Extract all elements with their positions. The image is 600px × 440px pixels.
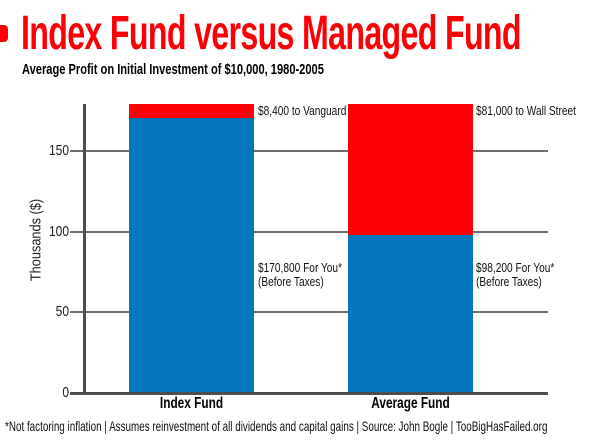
x-category-label-average-fund: Average Fund <box>371 395 450 412</box>
bar-average-fund <box>348 104 473 393</box>
bar-index-fund-fee-segment <box>129 104 254 118</box>
y-tick-label: 100 <box>48 222 69 240</box>
bar-index-fund <box>129 104 254 393</box>
annotation-index-profit-line1: $170,800 For You* <box>258 260 343 275</box>
x-category-label-index-fund: Index Fund <box>159 395 224 412</box>
y-gridline <box>70 230 548 233</box>
chart-subtitle: Average Profit on Initial Investment of … <box>22 61 324 78</box>
annotation-managed-profit-line2: (Before Taxes) <box>476 274 542 289</box>
chart-title: Index Fund versus Managed Fund <box>21 7 522 60</box>
footnote: *Not factoring inflation | Assumes reinv… <box>5 418 548 434</box>
y-gridline <box>70 311 548 314</box>
annotation-index-profit-line2: (Before Taxes) <box>258 274 324 289</box>
y-tick-label: 50 <box>55 303 69 321</box>
x-axis-line <box>70 391 548 395</box>
red-corner-mark <box>0 25 8 42</box>
bar-average-fund-fee-segment <box>348 104 473 235</box>
y-gridline <box>70 150 548 153</box>
annotation-index-fee: $8,400 to Vanguard <box>258 103 347 118</box>
y-axis-line <box>83 104 86 394</box>
y-tick-label: 150 <box>48 142 69 160</box>
y-tick-label: 0 <box>62 384 69 401</box>
annotation-managed-profit: $98,200 For You* (Before Taxes) <box>476 261 554 289</box>
bar-average-fund-profit-segment <box>348 234 473 393</box>
annotation-managed-profit-line1: $98,200 For You* <box>476 260 555 275</box>
annotation-managed-fee: $81,000 to Wall Street <box>476 103 576 118</box>
annotation-index-profit: $170,800 For You* (Before Taxes) <box>258 261 342 289</box>
bar-index-fund-profit-segment <box>129 117 254 393</box>
